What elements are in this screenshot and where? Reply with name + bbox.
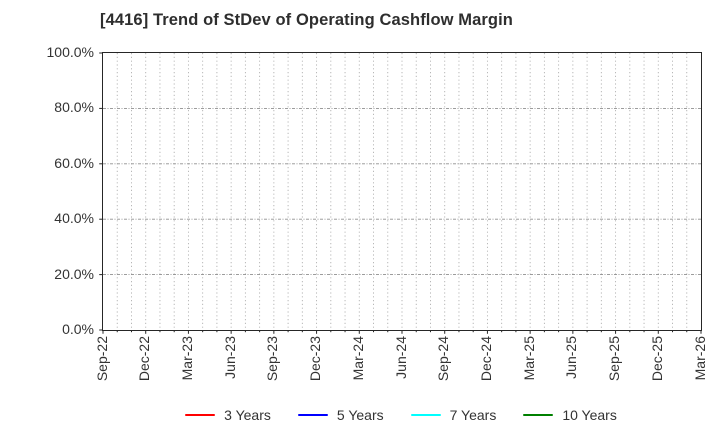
x-tick-label: Dec-24 bbox=[477, 336, 494, 382]
legend: 3 Years 5 Years 7 Years 10 Years bbox=[102, 405, 700, 425]
y-tick-label: 80.0% bbox=[54, 99, 94, 116]
x-tick-label: Dec-22 bbox=[136, 336, 153, 382]
x-tick-label: Jun-23 bbox=[221, 336, 238, 379]
x-tick-label: Mar-24 bbox=[349, 336, 366, 381]
legend-item-3-years: 3 Years bbox=[185, 407, 271, 423]
legend-line-swatch bbox=[410, 413, 441, 417]
legend-label: 5 Years bbox=[336, 407, 384, 423]
legend-label: 10 Years bbox=[562, 407, 617, 423]
legend-line-swatch bbox=[523, 413, 554, 417]
x-tick-label: Mar-26 bbox=[691, 336, 708, 381]
legend-line-swatch bbox=[185, 413, 216, 417]
x-tick-label: Sep-22 bbox=[93, 336, 110, 382]
x-tick-label: Dec-23 bbox=[307, 336, 324, 382]
gridlines-and-ticks bbox=[99, 52, 702, 334]
y-tick-label: 100.0% bbox=[46, 44, 94, 60]
y-tick-label: 40.0% bbox=[54, 210, 94, 227]
y-tick-label: 20.0% bbox=[54, 265, 94, 282]
legend-item-7-years: 7 Years bbox=[410, 407, 497, 423]
x-tick-label: Mar-23 bbox=[178, 336, 195, 381]
y-tick-label: 0.0% bbox=[62, 321, 94, 337]
x-tick-label: Sep-24 bbox=[435, 336, 452, 382]
legend-line-swatch bbox=[297, 413, 328, 417]
x-tick-label: Jun-25 bbox=[563, 336, 580, 379]
x-tick-label: Jun-24 bbox=[392, 336, 409, 379]
y-tick-label: 60.0% bbox=[54, 154, 94, 171]
legend-label: 7 Years bbox=[449, 407, 497, 423]
legend-item-5-years: 5 Years bbox=[297, 407, 384, 423]
x-tick-label: Mar-25 bbox=[520, 336, 537, 381]
plot-area bbox=[99, 52, 702, 334]
x-tick-label: Sep-25 bbox=[606, 336, 623, 382]
legend-label: 3 Years bbox=[224, 407, 271, 423]
legend-item-10-years: 10 Years bbox=[523, 407, 617, 423]
chart-title: [4416] Trend of StDev of Operating Cashf… bbox=[100, 11, 513, 29]
x-tick-label: Sep-23 bbox=[264, 336, 281, 382]
x-tick-label: Dec-25 bbox=[648, 336, 665, 382]
